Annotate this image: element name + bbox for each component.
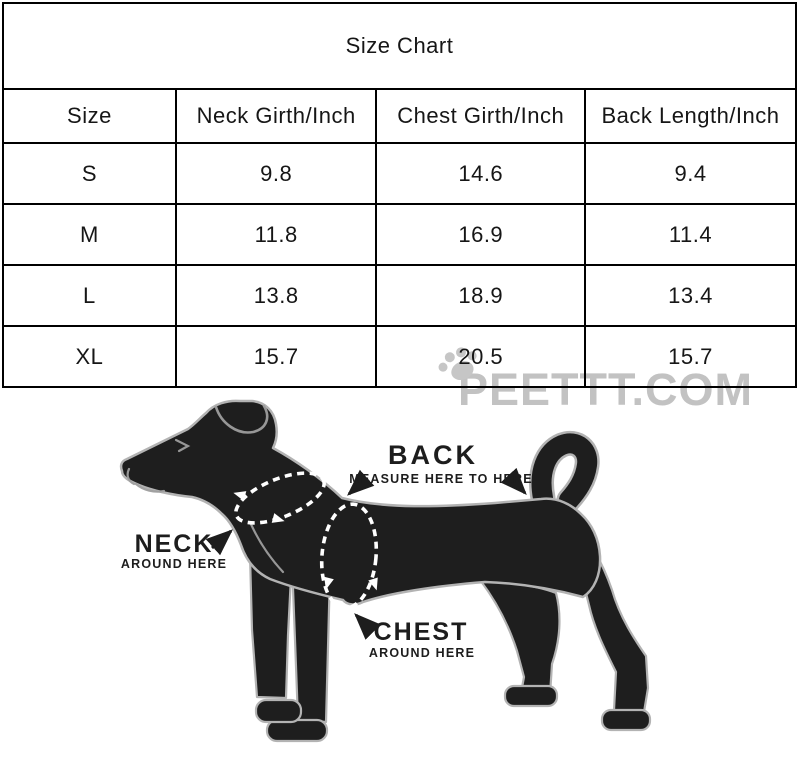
size-value: M [2,203,177,266]
back-sublabel: MEASURE HERE TO HERE [349,472,533,486]
back-value: 9.4 [584,142,797,205]
back-arrow-right [500,467,527,495]
neck-value: 15.7 [174,325,378,388]
neck-sublabel: AROUND HERE [121,557,227,571]
dog-ear-line [214,404,269,434]
chest-value: 16.9 [375,203,587,266]
neck-value: 9.8 [174,142,378,205]
chest-arrow [354,613,381,640]
neck-dash-arrowhead [271,513,285,523]
dog-nose-line [126,467,136,486]
table-row-s: S 9.8 14.6 9.4 [2,142,797,205]
col-header-size: Size [2,88,177,144]
chest-value: 18.9 [375,264,587,327]
dog-rear-paw-near [503,684,559,708]
chest-label: CHEST [374,618,469,646]
neck-arrow [205,529,234,556]
chest-sublabel: AROUND HERE [369,646,475,660]
dog-rear-leg-near [478,578,561,697]
chest-dash-arrowhead [368,577,378,591]
dog-mouth-line [134,482,166,493]
back-label: BACK [388,440,478,470]
col-header-neck: Neck Girth/Inch [174,88,378,144]
neck-label: NECK [135,530,214,558]
table-header-row: Size Neck Girth/Inch Chest Girth/Inch Ba… [2,88,797,144]
dog-tail [531,433,598,510]
page-title: Size Chart [2,2,797,90]
title-row: Size Chart [2,2,797,90]
dog-shoulder-line [248,520,285,574]
neck-measure-ellipse [234,471,326,525]
dog-body [119,399,602,606]
dog-front-paw-near [254,698,303,724]
table-row-l: L 13.8 18.9 13.4 [2,264,797,327]
neck-dash-arrowhead [233,491,247,501]
back-value: 15.7 [584,325,797,388]
back-value: 11.4 [584,203,797,266]
dog-eye-mark [174,438,191,453]
table-row-xl: XL 15.7 20.5 15.7 [2,325,797,388]
col-header-chest: Chest Girth/Inch [375,88,587,144]
neck-value: 13.8 [174,264,378,327]
back-value: 13.4 [584,264,797,327]
chest-value: 20.5 [375,325,587,388]
size-value: L [2,264,177,327]
size-value: S [2,142,177,205]
dog-rear-paw-far [600,708,652,732]
chest-dash-arrowhead [324,576,334,590]
size-value: XL [2,325,177,388]
size-table: Size Chart Size Neck Girth/Inch Chest Gi… [2,2,797,388]
neck-value: 11.8 [174,203,378,266]
chest-measure-ellipse [319,502,379,610]
dog-measurement-diagram: BACK MEASURE HERE TO HERE NECK AROUND HE… [119,399,652,743]
col-header-back: Back Length/Inch [584,88,797,144]
back-arrow-left [346,469,375,496]
dog-front-paw-far [265,718,329,743]
table-row-m: M 11.8 16.9 11.4 [2,203,797,266]
chest-value: 14.6 [375,142,587,205]
